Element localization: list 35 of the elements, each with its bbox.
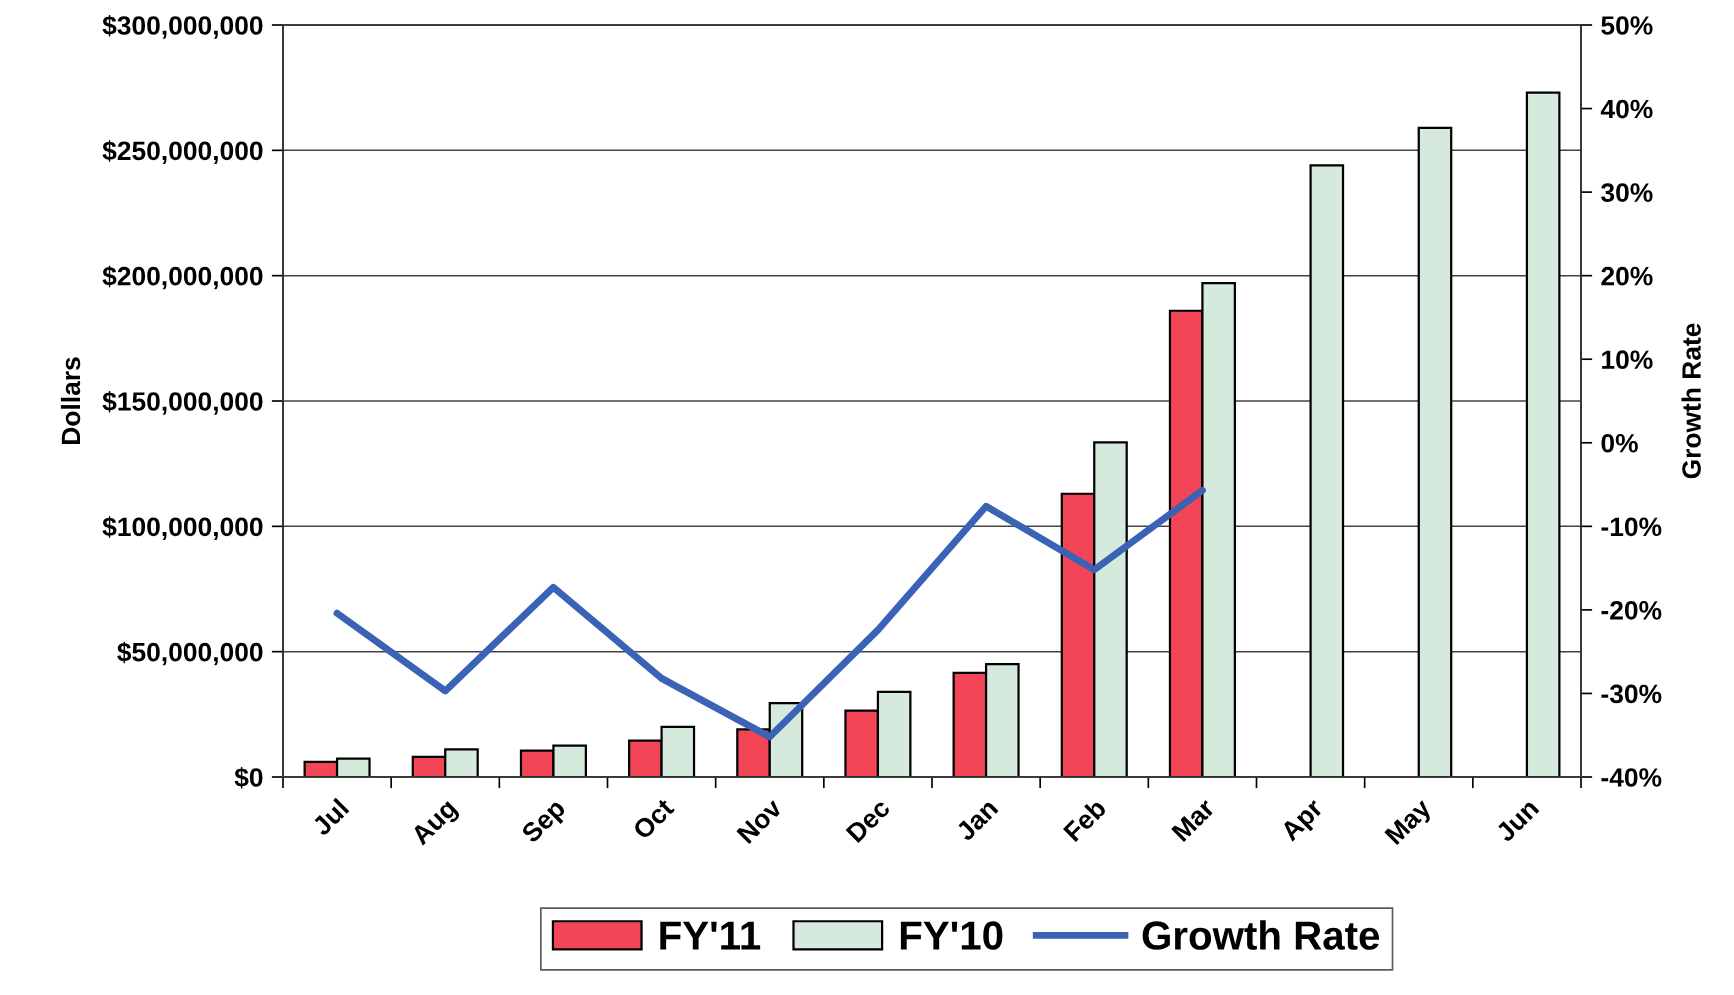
y-tick-label: $250,000,000 bbox=[102, 140, 263, 164]
y2-tick-label: 0% bbox=[1601, 433, 1638, 453]
y2-axis-title: Growth Rate bbox=[1681, 323, 1701, 479]
y2-tick-label: -20% bbox=[1601, 601, 1662, 620]
y2-tick-label: 50% bbox=[1601, 16, 1653, 35]
y2-tick-label: -10% bbox=[1601, 517, 1662, 537]
y-tick-label: $150,000,000 bbox=[102, 390, 263, 415]
y2-tick-label: 20% bbox=[1601, 266, 1653, 286]
y2-tick-label: 30% bbox=[1601, 183, 1653, 202]
x-tick-label: Jul bbox=[310, 797, 350, 837]
x-tick-label: Mar bbox=[1171, 797, 1216, 843]
y-axis-title: Dollars bbox=[60, 357, 81, 444]
y2-tick-label: -30% bbox=[1601, 684, 1662, 704]
y2-tick-label: 40% bbox=[1600, 99, 1653, 119]
y2-tick-label: 10% bbox=[1602, 350, 1653, 370]
x-tick-label: Jan bbox=[954, 798, 999, 843]
x-tick-label: Dec bbox=[845, 797, 892, 844]
x-tick-label: Apr bbox=[1279, 797, 1328, 846]
bar bbox=[1417, 126, 1453, 777]
y-tick-label: $50,000,000 bbox=[117, 641, 263, 666]
bar bbox=[1525, 91, 1561, 777]
y2-tick-label: -40% bbox=[1601, 768, 1662, 787]
x-tick-label: Feb bbox=[1062, 797, 1108, 843]
legend-label: Growth Rate bbox=[1142, 920, 1380, 950]
x-tick-label: Jun bbox=[1494, 798, 1540, 844]
y-tick-label: $100,000,000 bbox=[102, 516, 263, 540]
legend-label: FY'10 bbox=[900, 921, 1003, 950]
y-tick-label: $200,000,000 bbox=[102, 265, 263, 290]
y-tick-label: $300,000,000 bbox=[102, 14, 263, 39]
x-tick-label: Sep bbox=[520, 797, 571, 848]
x-tick-label: Oct bbox=[631, 797, 676, 841]
legend-label: FY'11 bbox=[660, 921, 761, 950]
y-tick-label: $0 bbox=[234, 766, 263, 789]
bar bbox=[1309, 164, 1345, 777]
x-tick-label: Nov bbox=[736, 797, 784, 845]
